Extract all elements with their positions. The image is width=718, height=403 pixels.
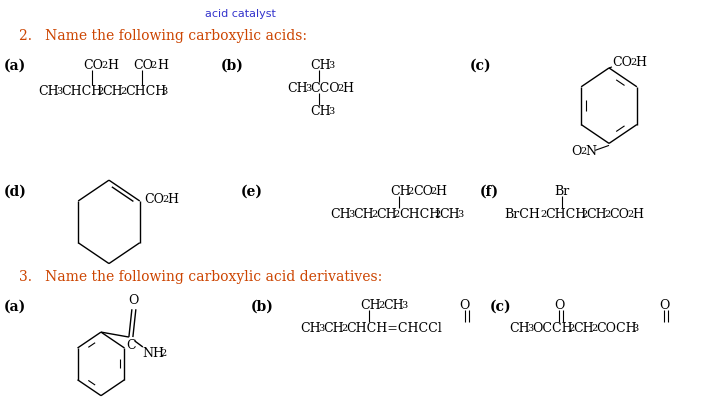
Text: 2: 2 (161, 349, 167, 358)
Text: (f): (f) (480, 185, 499, 199)
Text: CH: CH (310, 59, 331, 72)
Text: CH: CH (310, 105, 331, 118)
Text: 2: 2 (97, 87, 103, 96)
Text: 2: 2 (604, 210, 610, 219)
Text: 3: 3 (457, 210, 464, 219)
Text: CH: CH (300, 322, 321, 335)
Text: CHCH: CHCH (61, 85, 103, 98)
Text: CO: CO (612, 56, 632, 69)
Text: CHCH: CHCH (545, 208, 587, 221)
Text: CH: CH (586, 208, 607, 221)
Text: CH: CH (330, 208, 350, 221)
Text: CO: CO (609, 208, 629, 221)
Text: (a): (a) (4, 299, 26, 313)
Text: 2: 2 (151, 61, 157, 70)
Text: CH: CH (573, 322, 594, 335)
Text: C: C (126, 339, 136, 352)
Text: H: H (632, 208, 643, 221)
Text: COCH: COCH (596, 322, 637, 335)
Text: 3: 3 (56, 87, 62, 96)
Text: 2: 2 (337, 84, 343, 93)
Text: CH: CH (360, 299, 381, 312)
Text: 3: 3 (318, 324, 325, 333)
Text: 2: 2 (434, 210, 441, 219)
Text: 2: 2 (627, 210, 633, 219)
Text: 2: 2 (630, 58, 636, 67)
Text: O: O (460, 299, 470, 312)
Text: 2: 2 (378, 301, 384, 310)
Text: 3: 3 (161, 87, 167, 96)
Text: H: H (436, 185, 447, 198)
Text: NH: NH (143, 347, 165, 360)
Text: H: H (635, 56, 646, 69)
Text: 2: 2 (568, 324, 574, 333)
Text: 3.   Name the following carboxylic acid derivatives:: 3. Name the following carboxylic acid de… (19, 270, 383, 284)
Text: CO: CO (133, 59, 153, 72)
Text: CH: CH (287, 82, 308, 95)
Text: CO: CO (145, 193, 164, 206)
Text: CHCH: CHCH (398, 208, 440, 221)
Text: 2.   Name the following carboxylic acids:: 2. Name the following carboxylic acids: (19, 29, 307, 43)
Text: 2: 2 (371, 210, 377, 219)
Text: (a): (a) (4, 59, 26, 73)
Text: 3: 3 (328, 61, 335, 70)
Text: 2: 2 (591, 324, 597, 333)
Text: CH: CH (390, 185, 411, 198)
Text: O: O (659, 299, 669, 312)
Text: 2: 2 (408, 187, 414, 196)
Text: 2: 2 (341, 324, 348, 333)
Text: 3: 3 (348, 210, 354, 219)
Text: N: N (585, 145, 596, 158)
Text: CH: CH (353, 208, 373, 221)
Text: 2: 2 (431, 187, 437, 196)
Text: CO: CO (83, 59, 103, 72)
Text: 2: 2 (581, 210, 587, 219)
Text: 3: 3 (328, 107, 335, 116)
Text: (c): (c) (470, 59, 491, 73)
Text: 2: 2 (541, 210, 546, 219)
Text: BrCH: BrCH (505, 208, 541, 221)
Text: (b): (b) (251, 299, 274, 313)
Text: O: O (554, 299, 564, 312)
Text: O: O (128, 294, 139, 307)
Text: O: O (572, 145, 582, 158)
Text: 3: 3 (305, 84, 312, 93)
Text: H: H (342, 82, 353, 95)
Text: 3: 3 (401, 301, 407, 310)
Text: (c): (c) (490, 299, 511, 313)
Text: H: H (168, 193, 179, 206)
Text: CH: CH (383, 299, 404, 312)
Text: CO: CO (413, 185, 433, 198)
Text: 2: 2 (394, 210, 400, 219)
Text: (e): (e) (241, 185, 263, 199)
Text: CH: CH (38, 85, 59, 98)
Text: CH: CH (376, 208, 396, 221)
Text: 2: 2 (101, 61, 107, 70)
Text: CH: CH (102, 85, 123, 98)
Text: (b): (b) (220, 59, 243, 73)
Text: acid catalyst: acid catalyst (205, 9, 276, 19)
Text: CHCH: CHCH (125, 85, 166, 98)
Text: H: H (107, 59, 118, 72)
Text: 3: 3 (527, 324, 533, 333)
Text: CH: CH (439, 208, 460, 221)
Text: 2: 2 (163, 195, 169, 204)
Text: CH: CH (509, 322, 530, 335)
Text: Br: Br (554, 185, 569, 198)
Text: OCCH: OCCH (532, 322, 573, 335)
Text: (d): (d) (4, 185, 27, 199)
Text: CCO: CCO (310, 82, 340, 95)
Text: H: H (157, 59, 168, 72)
Text: CHCH=CHCCl: CHCH=CHCCl (346, 322, 442, 335)
Text: 3: 3 (632, 324, 638, 333)
Text: CH: CH (323, 322, 344, 335)
Text: 2: 2 (120, 87, 126, 96)
Text: 2: 2 (580, 147, 587, 156)
